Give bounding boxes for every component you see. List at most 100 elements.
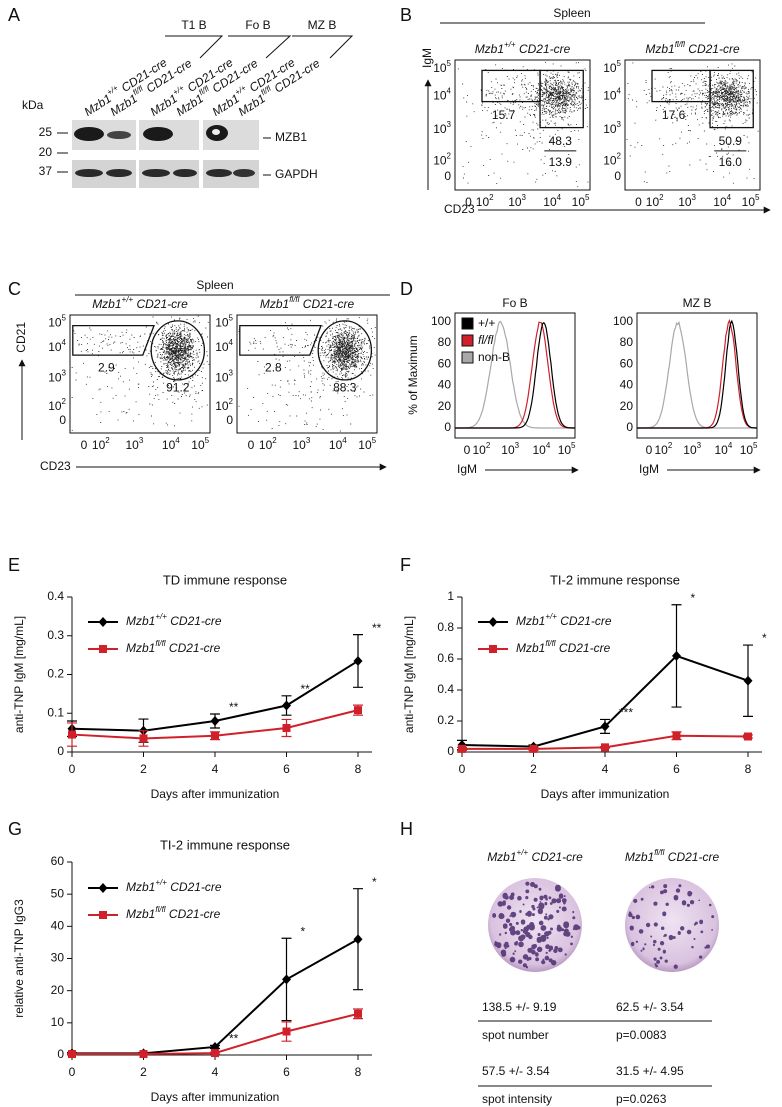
y-tick-label: 0 bbox=[59, 413, 66, 427]
x-tick-label: 0 bbox=[69, 762, 76, 776]
y-tick-label-part: 10 bbox=[433, 122, 447, 136]
gene: Mzb1 bbox=[516, 641, 545, 655]
marker bbox=[529, 744, 538, 753]
allele: +/+ bbox=[517, 848, 529, 857]
x-tick-label-part: 2 bbox=[272, 436, 277, 445]
marker bbox=[354, 1009, 362, 1018]
y-tick-label-part: 10 bbox=[215, 371, 229, 385]
driver: CD21-cre bbox=[556, 641, 611, 655]
elispot-spots bbox=[628, 884, 715, 969]
gene: Mzb1 bbox=[126, 641, 155, 655]
y-tick-label: 60 bbox=[620, 356, 634, 370]
y-tick-label-part: 5 bbox=[447, 59, 452, 68]
legend-marker bbox=[99, 645, 107, 653]
marker bbox=[139, 734, 148, 743]
group-label: Fo B bbox=[245, 18, 270, 32]
allele: +/+ bbox=[545, 612, 557, 621]
gate-value: 2.8 bbox=[265, 360, 282, 374]
legend-label: Mzb1fl/fl CD21-cre bbox=[516, 639, 611, 655]
x-tick-label-part: 10 bbox=[191, 438, 205, 452]
y-tick-label: 0.1 bbox=[47, 705, 64, 719]
x-tick-label-part: 10 bbox=[259, 438, 273, 452]
group-label: T1 B bbox=[181, 18, 206, 32]
y-tick-label-part: 5 bbox=[62, 313, 67, 322]
y-tick-label: 30 bbox=[51, 951, 65, 965]
y-tick-label: 80 bbox=[620, 335, 634, 349]
y-tick-label: 103 bbox=[48, 369, 66, 385]
marker bbox=[211, 731, 219, 740]
y-tick-label: 0 bbox=[626, 420, 633, 434]
y-tick-label: 0 bbox=[57, 1047, 64, 1061]
elispot-well bbox=[625, 878, 719, 972]
x-tick-label-part: 10 bbox=[646, 195, 660, 209]
panel-letter: E bbox=[8, 555, 20, 575]
marker bbox=[68, 1050, 76, 1059]
x-tick-label-part: 0 bbox=[635, 195, 642, 209]
series-line bbox=[72, 938, 359, 1055]
x-tick-label-part: 3 bbox=[692, 193, 697, 202]
y-tick-label-part: 3 bbox=[229, 369, 234, 378]
y-tick-label-part: 10 bbox=[48, 340, 62, 354]
gate bbox=[317, 320, 373, 381]
x-tick-label-part: 10 bbox=[125, 438, 139, 452]
panel-letter: B bbox=[400, 5, 412, 25]
y-tick-label: 104 bbox=[433, 87, 451, 103]
y-tick-label-part: 10 bbox=[48, 315, 62, 329]
y-tick-label: 104 bbox=[48, 338, 66, 354]
allele: fl/fl bbox=[289, 295, 299, 304]
x-tick-label: 4 bbox=[602, 762, 609, 776]
y-axis-label: relative anti-TNP IgG3 bbox=[12, 899, 26, 1018]
gene: Mzb1 bbox=[487, 850, 516, 864]
group-label: MZ B bbox=[308, 18, 337, 32]
x-tick-label-part: 0 bbox=[465, 195, 472, 209]
gate-value: 2.9 bbox=[98, 360, 115, 374]
allele: fl/fl bbox=[545, 639, 555, 648]
x-tick-label-part: 4 bbox=[727, 193, 732, 202]
x-tick-label: 103 bbox=[683, 441, 701, 457]
band bbox=[142, 169, 170, 177]
chart-title: TI-2 immune response bbox=[160, 837, 290, 852]
allele: fl/fl bbox=[155, 639, 165, 648]
y-tick-label: 10 bbox=[51, 1015, 65, 1029]
plot-frame bbox=[636, 312, 758, 439]
x-axis-label: Days after immunization bbox=[151, 1090, 280, 1104]
gate-value: 50.9 bbox=[719, 134, 743, 148]
plot-title: Mzb1fl/fl CD21-cre bbox=[260, 295, 355, 311]
chart-title: TD immune response bbox=[163, 572, 287, 587]
y-tick-label: 105 bbox=[215, 313, 233, 329]
y-tick-label: 0.4 bbox=[47, 589, 64, 603]
y-axis-label: anti-TNP IgM [mg/mL] bbox=[12, 616, 26, 733]
x-tick-label-part: 2 bbox=[668, 441, 673, 450]
x-tick-label: 104 bbox=[713, 193, 731, 209]
table-cell: p=0.0083 bbox=[616, 1028, 667, 1042]
x-tick-label-part: 3 bbox=[522, 193, 527, 202]
plot-frame bbox=[454, 312, 576, 439]
x-tick-label-part: 10 bbox=[508, 195, 522, 209]
driver: CD21-cre bbox=[133, 297, 188, 311]
x-tick-label-part: 10 bbox=[472, 443, 486, 457]
gate bbox=[539, 69, 584, 129]
gene: Mzb1 bbox=[516, 614, 545, 628]
x-tick-label: 104 bbox=[162, 436, 180, 452]
driver: CD21-cre bbox=[166, 907, 221, 921]
x-tick-label-part: 10 bbox=[162, 438, 176, 452]
y-tick-label: 102 bbox=[603, 152, 621, 168]
x-tick-label-part: 10 bbox=[678, 195, 692, 209]
plot-title: Mzb1fl/fl CD21-cre bbox=[645, 40, 740, 56]
table-cell: 31.5 +/- 4.95 bbox=[616, 1064, 684, 1078]
y-tick-label: 0 bbox=[447, 744, 454, 758]
marker bbox=[600, 721, 610, 732]
y-tick-label: 104 bbox=[215, 338, 233, 354]
x-tick-label: 105 bbox=[191, 436, 209, 452]
gene: Mzb1 bbox=[126, 614, 155, 628]
y-tick-label: 102 bbox=[215, 397, 233, 413]
y-tick-label: 20 bbox=[438, 399, 452, 413]
x-tick-label-part: 5 bbox=[205, 436, 210, 445]
x-tick-label: 104 bbox=[543, 193, 561, 209]
y-tick-label: 40 bbox=[438, 378, 452, 392]
x-tick-label: 0 bbox=[459, 762, 466, 776]
panel-letter: A bbox=[8, 5, 20, 25]
y-tick-label-part: 10 bbox=[433, 154, 447, 168]
band bbox=[106, 169, 132, 177]
